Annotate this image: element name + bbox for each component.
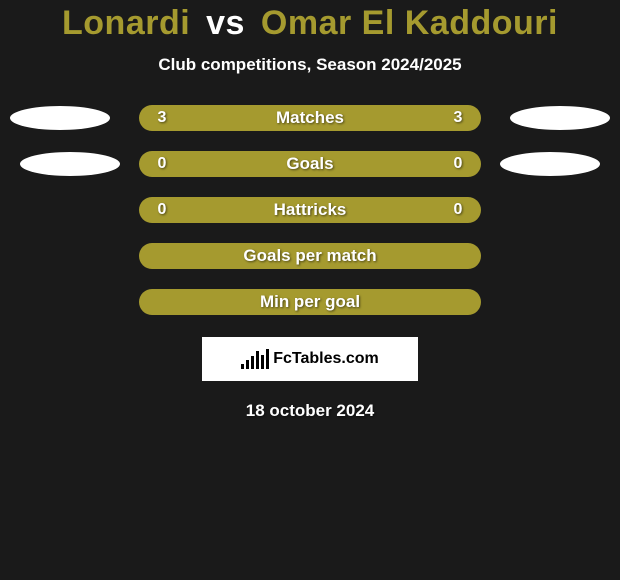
stat-left-value: 3 (153, 109, 171, 127)
ellipse-icon (10, 106, 110, 130)
stat-right-value: 0 (449, 201, 467, 219)
stat-left-value: 0 (153, 201, 171, 219)
stat-right-value: 0 (449, 155, 467, 173)
stat-row: 0 Hattricks 0 (0, 197, 620, 223)
ellipse-icon (500, 152, 600, 176)
ellipse-icon (20, 152, 120, 176)
player2-name: Omar El Kaddouri (261, 4, 558, 42)
stat-row: 0 Goals 0 (0, 151, 620, 177)
logo-text: FcTables.com (273, 350, 379, 368)
footer-date: 18 october 2024 (246, 401, 375, 421)
stat-label: Goals per match (243, 246, 376, 266)
stat-rows: 3 Matches 3 0 Goals 0 0 Hattricks 0 Goals per mat… (0, 105, 620, 315)
stat-row: Goals per match (0, 243, 620, 269)
stat-label: Matches (276, 108, 344, 128)
stat-bar: 3 Matches 3 (139, 105, 481, 131)
stat-bar: 0 Goals 0 (139, 151, 481, 177)
stat-label: Goals (286, 154, 333, 174)
player1-name: Lonardi (62, 4, 190, 42)
stat-label: Hattricks (274, 200, 347, 220)
ellipse-icon (510, 106, 610, 130)
comparison-infographic: Lonardi vs Omar El Kaddouri Club competi… (0, 0, 620, 421)
stat-left-value: 0 (153, 155, 171, 173)
stat-right-value: 3 (449, 109, 467, 127)
stat-bar: Min per goal (139, 289, 481, 315)
stat-bar: Goals per match (139, 243, 481, 269)
subtitle: Club competitions, Season 2024/2025 (158, 55, 461, 75)
stat-row: 3 Matches 3 (0, 105, 620, 131)
logo-chart-icon (241, 349, 269, 369)
stat-bar: 0 Hattricks 0 (139, 197, 481, 223)
page-title: Lonardi vs Omar El Kaddouri (62, 4, 558, 43)
stat-label: Min per goal (260, 292, 360, 312)
vs-label: vs (206, 4, 245, 42)
logo-card: FcTables.com (202, 337, 418, 381)
stat-row: Min per goal (0, 289, 620, 315)
